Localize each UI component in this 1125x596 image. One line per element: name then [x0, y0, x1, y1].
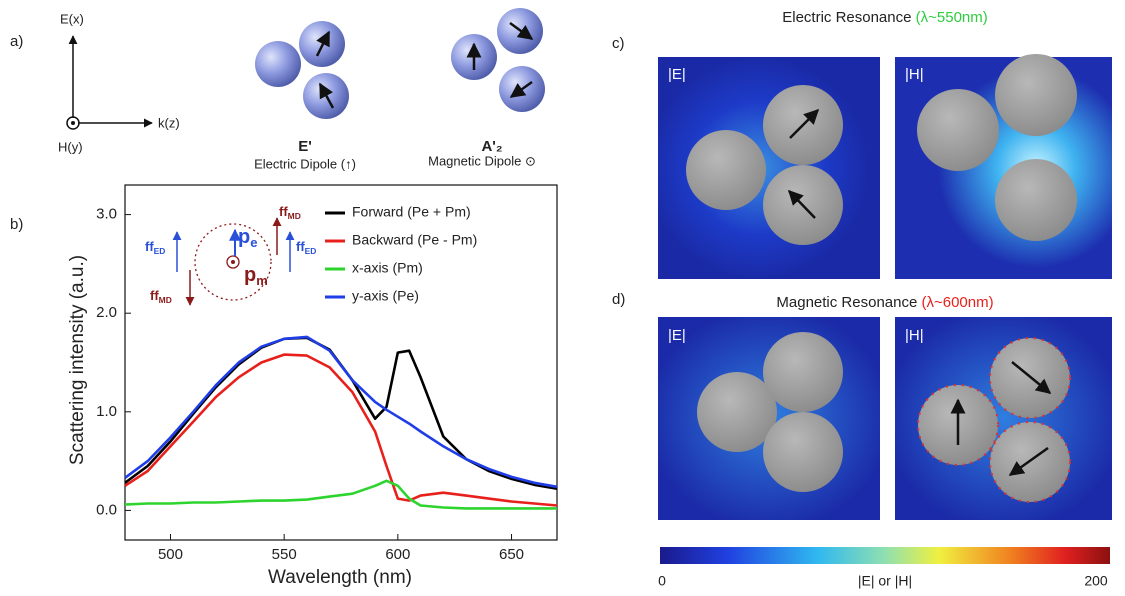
dipole-arrow [1011, 361, 1052, 394]
panel-label: c) [612, 35, 625, 52]
dipole-arrow [787, 189, 816, 219]
series-line [124, 353, 558, 507]
annotation-sub: ED [154, 246, 166, 256]
series-line [124, 335, 558, 489]
mode-symbol: A'₂ [481, 138, 502, 155]
annotation-sub: MD [288, 211, 301, 221]
annotation-text: ff [150, 288, 159, 303]
dipole-arrow [789, 108, 820, 139]
panel-d: d) Magnetic Resonance (λ~600nm) |E| |H| [612, 291, 1112, 520]
colorbar-min: 0 [658, 573, 666, 589]
inset-annotation: ffED [296, 239, 316, 256]
y-tick-label: 1.0 [96, 403, 117, 420]
annotation-text: ff [279, 204, 288, 219]
title-wavelength: (λ~600nm) [921, 294, 993, 311]
annotation-sub: m [256, 273, 268, 288]
x-tick-label: 600 [385, 546, 410, 563]
annotation-sub: e [250, 235, 257, 250]
mode-symbol: E' [298, 138, 312, 155]
x-tick-label: 500 [158, 546, 183, 563]
panel-title: Electric Resonance (λ~550nm) [782, 9, 988, 26]
axis-label: k(z) [158, 115, 180, 130]
x-tick-label: 650 [499, 546, 524, 563]
y-tick-label: 3.0 [96, 206, 117, 223]
y-axis-label: Scattering intensity (a.u.) [67, 255, 88, 465]
annotation-sub: MD [159, 295, 172, 305]
legend-label: x-axis (Pm) [352, 260, 423, 276]
legend-label: y-axis (Pe) [352, 288, 419, 304]
colorbar-label: |E| or |H| [858, 573, 912, 589]
series-line [124, 336, 558, 490]
panel-a: a) E(x) k(z) H(y) E' Electric Dipole (↑)… [10, 8, 545, 171]
inset-annotation: ffMD [150, 288, 172, 305]
map-label: |H| [905, 327, 924, 344]
title-text: Electric Resonance [782, 9, 915, 26]
colorbar: 0 |E| or |H| 200 [658, 547, 1110, 589]
x-axis-label: Wavelength (nm) [268, 567, 412, 588]
panel-label: d) [612, 291, 625, 308]
dipole-arrow [1008, 446, 1049, 477]
panel-title: Magnetic Resonance (λ~600nm) [776, 294, 993, 311]
panel-label: a) [10, 33, 23, 50]
annotation-text: ff [296, 239, 305, 254]
inset-dot [231, 260, 235, 264]
inset-symbol [226, 255, 240, 269]
map-label: |E| [668, 66, 686, 83]
out-of-plane-dot [71, 121, 75, 125]
mode-caption: Magnetic Dipole ⊙ [428, 153, 536, 168]
y-tick-label: 2.0 [96, 304, 117, 321]
annotation-text: p [244, 264, 256, 286]
annotation-text: p [238, 226, 250, 248]
panel-label: b) [10, 216, 23, 233]
axis-label: H(y) [58, 139, 83, 154]
map-label: |E| [668, 327, 686, 344]
legend-label: Forward (Pe + Pm) [352, 204, 471, 220]
trimer-m [451, 8, 545, 112]
inset-circle [194, 223, 272, 301]
panel-c: c) Electric Resonance (λ~550nm) |E| |H| [612, 9, 1112, 279]
title-text: Magnetic Resonance [776, 294, 921, 311]
colorbar-gradient [660, 547, 1110, 564]
legend-label: Backward (Pe - Pm) [352, 232, 477, 248]
axis-label: E(x) [60, 11, 84, 26]
annotation-sub: ED [305, 246, 317, 256]
annotation-text: ff [145, 239, 154, 254]
colorbar-max: 200 [1084, 573, 1108, 589]
trimer-e [255, 21, 349, 119]
y-tick-label: 0.0 [96, 501, 117, 518]
out-of-plane-symbol [66, 116, 80, 130]
inset-annotation: pe [238, 226, 257, 250]
x-tick-label: 550 [272, 546, 297, 563]
inset-annotation: ffED [145, 239, 165, 256]
map-label: |H| [905, 66, 924, 83]
inset-annotation: ffMD [279, 204, 301, 221]
mode-caption: Electric Dipole (↑) [254, 156, 356, 171]
plot-frame [124, 184, 558, 541]
title-wavelength: (λ~550nm) [916, 9, 988, 26]
series-line [124, 479, 557, 510]
inset-annotation: pm [244, 264, 268, 288]
